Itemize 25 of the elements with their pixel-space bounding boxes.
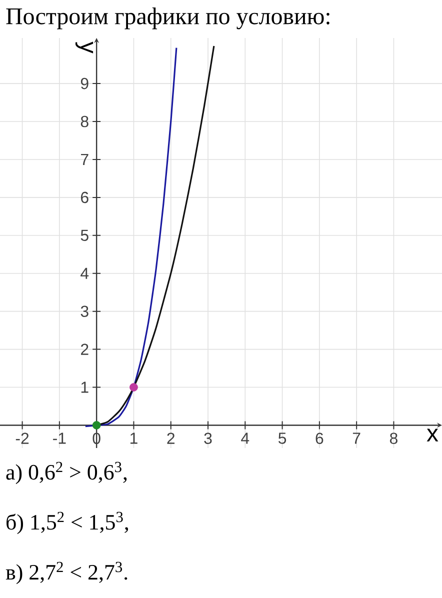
y-tick-label: 9 [80, 78, 88, 90]
y-tick-label: 8 [80, 116, 88, 128]
chart-title: Построим графики по условию: [6, 8, 330, 30]
text: б) 1,5$^{2}$ < 1,5$^{3}$, [6, 512, 128, 534]
x-tick-label: -2 [16, 432, 29, 444]
x-tick-label: 3 [204, 432, 212, 444]
y-tick-label: 3 [80, 306, 88, 317]
x-tick-label: 6 [316, 432, 324, 444]
x-tick-label: 7 [352, 432, 360, 444]
y-tick-label: 6 [81, 192, 88, 204]
x-tick-label: 1 [130, 432, 138, 444]
x-tick-label: 5 [278, 432, 286, 444]
y-tick-label: 4 [80, 268, 89, 279]
y-tick-label: 5 [80, 230, 88, 241]
x-tick-label: 2 [167, 432, 174, 444]
y-tick-label: 7 [81, 154, 88, 165]
x-axis-title: x [426, 428, 438, 442]
y-tick-label: 1 [81, 382, 88, 393]
x-tick-label: 8 [390, 432, 398, 444]
x-tick-label: 4 [241, 432, 250, 444]
y-tick-label: 2 [81, 344, 88, 355]
text: а) 0,6$^{2}$ > 0,6$^{3}$, [6, 462, 127, 484]
x-tick-label: -1 [53, 432, 66, 444]
y-axis-title: y [75, 42, 94, 54]
text: в) 2,7$^{2}$ < 2,7$^{3}$. [6, 562, 128, 584]
